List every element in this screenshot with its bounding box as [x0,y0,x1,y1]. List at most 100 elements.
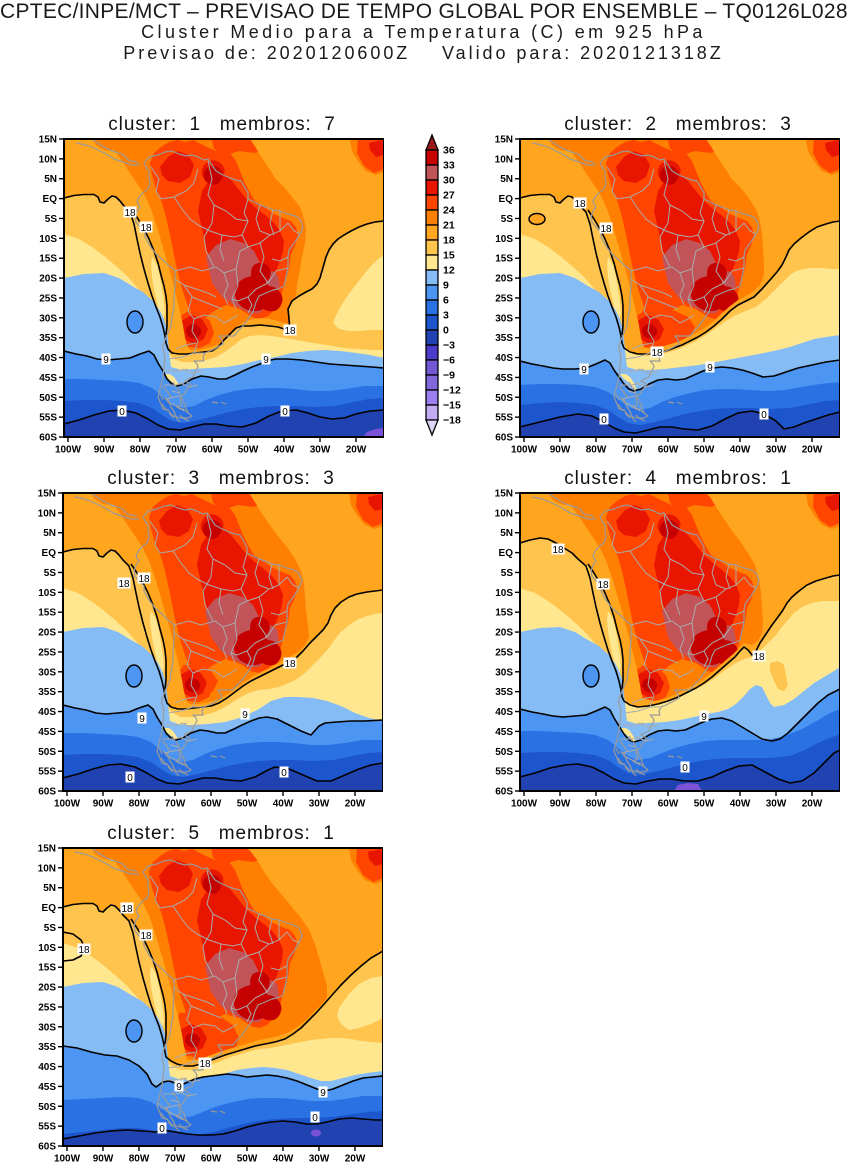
svg-text:5S: 5S [44,923,57,934]
svg-text:5N: 5N [500,174,513,185]
svg-text:10S: 10S [39,234,57,245]
svg-text:60W: 60W [201,1154,222,1164]
svg-text:70W: 70W [166,445,187,456]
svg-text:55S: 55S [38,1122,56,1133]
svg-text:45S: 45S [495,373,513,384]
svg-text:20W: 20W [802,445,823,456]
svg-text:30S: 30S [495,667,513,678]
svg-text:−12: −12 [443,385,461,397]
svg-text:33: 33 [443,160,455,172]
svg-text:15S: 15S [39,254,57,265]
svg-text:−6: −6 [443,355,455,367]
svg-text:70W: 70W [622,799,643,810]
svg-text:60S: 60S [495,787,513,798]
svg-text:80W: 80W [129,1154,150,1164]
svg-text:EQ: EQ [499,548,514,559]
svg-text:80W: 80W [586,445,607,456]
svg-text:55S: 55S [495,767,513,778]
svg-text:50W: 50W [694,799,715,810]
svg-text:15N: 15N [495,135,513,146]
svg-text:60S: 60S [39,433,57,444]
svg-text:70W: 70W [165,1154,186,1164]
svg-text:50W: 50W [694,445,715,456]
svg-text:−18: −18 [443,415,461,427]
svg-text:15N: 15N [38,844,56,855]
svg-text:35S: 35S [39,333,57,344]
svg-text:5N: 5N [43,528,56,539]
svg-text:15N: 15N [39,135,57,146]
svg-text:90W: 90W [93,799,114,810]
svg-text:30W: 30W [766,799,787,810]
svg-text:25S: 25S [495,647,513,658]
svg-text:25S: 25S [38,1002,56,1013]
svg-text:45S: 45S [38,727,56,738]
svg-text:70W: 70W [165,799,186,810]
svg-text:10N: 10N [495,154,513,165]
svg-text:55S: 55S [495,413,513,424]
svg-text:EQ: EQ [499,194,514,205]
svg-text:30W: 30W [309,1154,330,1164]
svg-text:10N: 10N [39,154,57,165]
svg-text:10S: 10S [495,234,513,245]
svg-text:EQ: EQ [42,903,57,914]
svg-text:15N: 15N [38,489,56,500]
svg-text:−9: −9 [443,370,455,382]
svg-text:100W: 100W [511,445,538,456]
svg-text:30: 30 [443,175,455,187]
svg-text:50W: 50W [238,445,259,456]
svg-text:10N: 10N [38,508,56,519]
svg-text:30W: 30W [310,445,331,456]
svg-text:40W: 40W [273,799,294,810]
svg-text:60W: 60W [201,799,222,810]
svg-text:−3: −3 [443,340,455,352]
svg-text:60S: 60S [38,787,56,798]
svg-text:30W: 30W [309,799,330,810]
svg-text:55S: 55S [38,767,56,778]
svg-text:6: 6 [443,295,449,307]
svg-text:50W: 50W [237,1154,258,1164]
svg-text:25S: 25S [495,293,513,304]
svg-text:50S: 50S [38,747,56,758]
svg-text:90W: 90W [93,1154,114,1164]
svg-text:3: 3 [443,310,449,322]
svg-text:15S: 15S [38,608,56,619]
svg-text:80W: 80W [129,799,150,810]
svg-text:18: 18 [443,235,455,247]
svg-text:5S: 5S [501,568,514,579]
svg-text:25S: 25S [39,293,57,304]
svg-text:30S: 30S [495,313,513,324]
svg-text:30W: 30W [766,445,787,456]
svg-text:35S: 35S [38,687,56,698]
svg-text:35S: 35S [495,333,513,344]
svg-text:5N: 5N [500,528,513,539]
svg-text:20S: 20S [39,274,57,285]
svg-text:20S: 20S [38,983,56,994]
svg-text:45S: 45S [39,373,57,384]
svg-text:0: 0 [443,325,449,337]
svg-text:30S: 30S [38,1022,56,1033]
svg-text:60S: 60S [495,433,513,444]
svg-text:27: 27 [443,190,455,202]
svg-text:5S: 5S [501,214,514,225]
svg-text:35S: 35S [38,1042,56,1053]
svg-text:90W: 90W [550,445,571,456]
svg-text:20W: 20W [345,799,366,810]
svg-text:12: 12 [443,265,455,277]
svg-text:40S: 40S [39,353,57,364]
svg-text:80W: 80W [130,445,151,456]
svg-text:40S: 40S [38,1062,56,1073]
svg-text:15N: 15N [495,489,513,500]
svg-text:20W: 20W [345,1154,366,1164]
svg-text:60W: 60W [658,799,679,810]
svg-text:60W: 60W [202,445,223,456]
svg-text:24: 24 [443,205,455,217]
svg-text:100W: 100W [54,799,81,810]
svg-text:21: 21 [443,220,455,232]
svg-text:40W: 40W [274,445,295,456]
svg-text:36: 36 [443,145,455,157]
svg-text:5N: 5N [44,174,57,185]
svg-text:40W: 40W [730,445,751,456]
svg-text:40S: 40S [495,707,513,718]
svg-text:50S: 50S [495,747,513,758]
svg-text:9: 9 [443,280,449,292]
